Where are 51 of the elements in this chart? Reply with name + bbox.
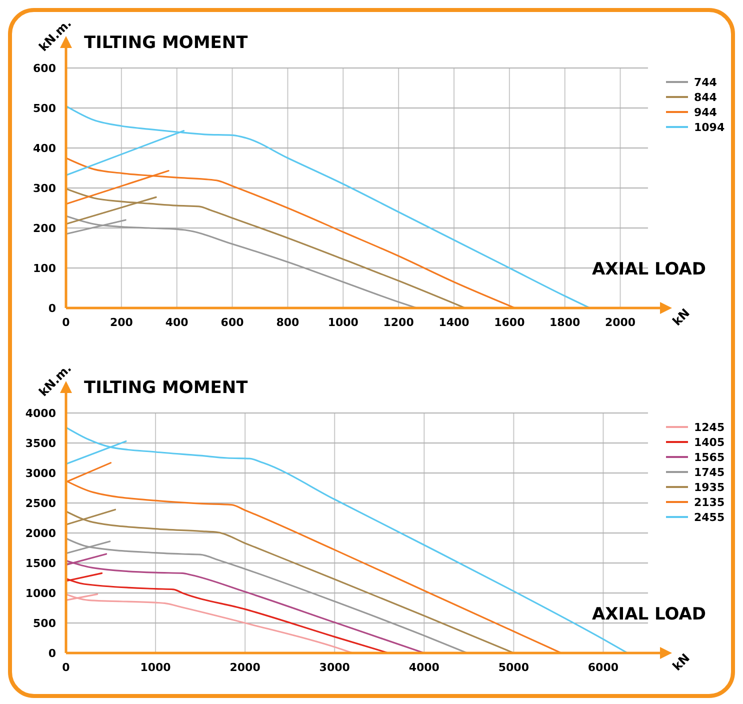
annotation: AXIAL LOAD <box>592 259 706 280</box>
y-tick-label: 2000 <box>25 527 56 540</box>
y-tick-label: 200 <box>33 222 56 235</box>
y-tick-label: 600 <box>33 62 56 75</box>
chart-title: TILTING MOMENT <box>84 378 248 398</box>
x-tick-label: 400 <box>165 316 189 329</box>
y-tick-label: 300 <box>33 182 56 195</box>
y-tick-label: 3500 <box>25 437 56 450</box>
x-tick-label: 1000 <box>140 661 172 674</box>
x-tick-label: 4000 <box>408 661 440 674</box>
annotation: AXIAL LOAD <box>592 604 706 624</box>
x-tick-label: 1200 <box>383 316 414 329</box>
x-tick-label: 5000 <box>498 661 530 674</box>
legend-label: 1405 <box>694 436 725 449</box>
legend-label: 2135 <box>694 496 725 509</box>
legend-label: 844 <box>694 91 718 104</box>
y-tick-label: 2500 <box>25 497 56 510</box>
x-tick-label: 800 <box>276 316 300 329</box>
x-tick-label: 1800 <box>550 316 581 329</box>
x-tick-label: 1000 <box>328 316 359 329</box>
legend-label: 744 <box>694 76 718 89</box>
x-axis-title: kN <box>670 306 692 328</box>
x-tick-label: 2000 <box>604 316 636 329</box>
legend-label: 1935 <box>694 481 725 494</box>
y-tick-label: 3000 <box>25 467 56 480</box>
x-tick-label: 0 <box>62 316 70 329</box>
x-tick-label: 2000 <box>230 661 261 674</box>
y-tick-label: 500 <box>33 102 56 115</box>
x-tick-label: 3000 <box>319 661 350 674</box>
legend-label: 1565 <box>694 451 725 464</box>
x-tick-label: 0 <box>62 661 70 674</box>
y-tick-label: 1500 <box>25 557 56 570</box>
x-axis-title: kN <box>670 650 692 674</box>
x-tick-label: 6000 <box>588 661 619 674</box>
y-tick-label: 1000 <box>25 587 56 600</box>
legend-label: 1245 <box>694 421 725 434</box>
chart-title: TILTING MOMENT <box>84 33 248 53</box>
y-tick-label: 500 <box>33 617 56 630</box>
x-tick-label: 600 <box>220 316 244 329</box>
x-tick-label: 1600 <box>494 316 526 329</box>
legend-label: 944 <box>694 106 718 119</box>
x-tick-label: 200 <box>110 316 134 329</box>
y-tick-label: 100 <box>33 262 56 275</box>
y-tick-label: 0 <box>48 647 56 660</box>
legend-label: 1094 <box>694 121 725 134</box>
legend-label: 1745 <box>694 466 725 479</box>
legend-label: 2455 <box>694 511 725 524</box>
y-tick-label: 4000 <box>25 407 56 420</box>
y-tick-label: 400 <box>33 142 56 155</box>
x-tick-label: 1400 <box>438 316 470 329</box>
y-tick-label: 0 <box>48 302 56 315</box>
